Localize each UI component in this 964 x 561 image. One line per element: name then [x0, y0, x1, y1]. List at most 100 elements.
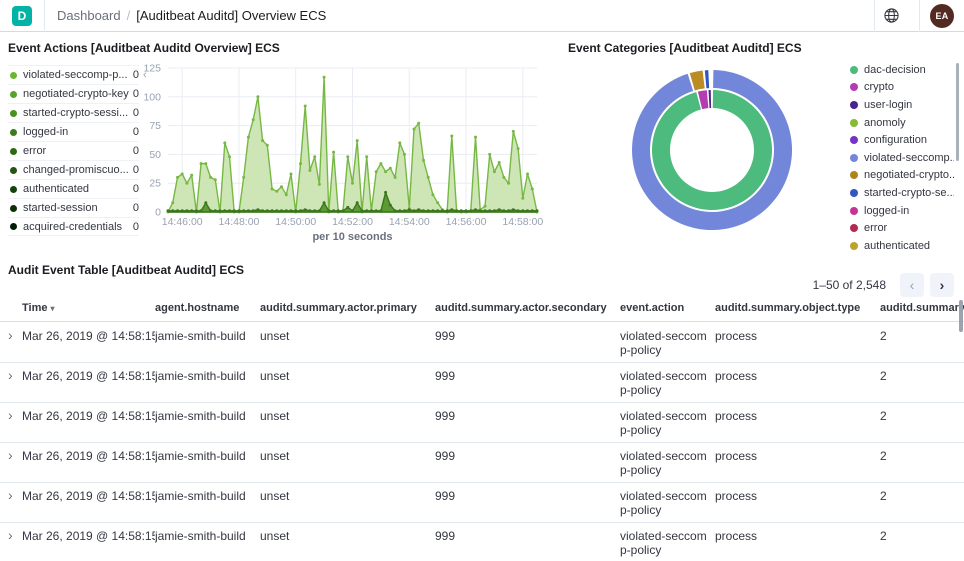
data-point — [374, 170, 378, 174]
row-expand-icon[interactable]: › — [0, 363, 13, 382]
header-right: EA — [862, 0, 964, 32]
column-header-actor_primary[interactable]: auditd.summary.actor.primary — [260, 302, 417, 314]
data-point — [478, 209, 482, 213]
legend-item[interactable]: changed-promiscuo... 0 — [8, 160, 139, 179]
legend-item[interactable]: authenticated — [850, 237, 954, 255]
cell-object_type: process — [715, 329, 758, 343]
data-point — [355, 201, 359, 205]
column-header-agent_hostname[interactable]: agent.hostname — [155, 302, 240, 314]
donut-slice-crypto[interactable] — [697, 90, 709, 110]
event-categories-donut-chart[interactable] — [560, 33, 850, 255]
sort-desc-icon: ▾ — [50, 304, 55, 313]
cell-actor_secondary: 999 — [435, 489, 456, 503]
data-point — [393, 209, 397, 213]
data-point — [464, 209, 468, 213]
data-point — [303, 208, 307, 212]
data-point — [445, 209, 449, 213]
data-point — [346, 155, 350, 159]
column-header-actor_secondary[interactable]: auditd.summary.actor.secondary — [435, 302, 607, 314]
cell-summary: 2 — [880, 329, 887, 343]
data-point — [530, 209, 534, 213]
user-avatar[interactable]: EA — [930, 3, 954, 28]
cell-time: Mar 26, 2019 @ 14:58:15.245 — [22, 449, 155, 463]
table-header-row: Time ▾ agent.hostname auditd.summary.actor.… — [0, 302, 964, 322]
donut-slice-negotiated-crypto-key[interactable] — [689, 70, 705, 91]
breadcrumb: Dashboard / [Auditbeat Auditd] Overview … — [57, 8, 326, 23]
column-header-event_action[interactable]: event.action — [620, 302, 685, 314]
legend-item[interactable]: negotiated-crypto-key 0 — [8, 84, 139, 103]
event-actions-title: Event Actions [Auditbeat Auditd Overview… — [8, 41, 280, 55]
legend-item-label: authenticated — [23, 183, 90, 195]
cell-event_action: violated-seccomp-policy — [620, 369, 707, 397]
data-point — [223, 141, 227, 145]
column-header-time[interactable]: Time ▾ — [22, 302, 55, 314]
data-point — [213, 178, 217, 182]
breadcrumb-dashboard[interactable]: Dashboard — [57, 8, 121, 23]
legend-item[interactable]: authenticated 0 — [8, 179, 139, 198]
donut-slice-user-login[interactable] — [708, 90, 712, 109]
y-axis-tick-label: 0 — [155, 207, 161, 219]
donut-slice-started-crypto-session[interactable] — [704, 70, 710, 89]
legend-item[interactable]: user-login — [850, 96, 954, 114]
column-header-object_type[interactable]: auditd.summary.object.type — [715, 302, 861, 314]
data-point — [284, 209, 288, 213]
legend-item[interactable]: negotiated-crypto... — [850, 167, 954, 185]
legend-item[interactable]: logged-in — [850, 202, 954, 220]
donut-slice-dac-decision[interactable] — [652, 90, 773, 211]
data-point — [388, 166, 392, 170]
data-point — [171, 201, 175, 205]
legend-item-value: 0 — [132, 88, 139, 100]
legend-item[interactable]: started-crypto-sessi... 0 — [8, 103, 139, 122]
top-header: D Dashboard / [Auditbeat Auditd] Overvie… — [0, 0, 964, 32]
legend-item[interactable]: acquired-credentials 0 — [8, 217, 139, 236]
data-point — [355, 139, 359, 143]
data-point — [322, 75, 326, 79]
globe-icon[interactable] — [875, 0, 907, 32]
pagination-next-icon[interactable]: › — [930, 273, 954, 297]
legend-scrollbar[interactable] — [956, 63, 959, 161]
data-point — [398, 209, 402, 213]
row-expand-icon[interactable]: › — [0, 483, 13, 502]
cell-actor_primary: unset — [260, 329, 290, 343]
legend-item[interactable]: violated-seccomp... — [850, 149, 954, 167]
legend-item-label: error — [23, 145, 47, 157]
data-point — [261, 209, 265, 213]
data-point — [256, 95, 260, 99]
data-point — [455, 209, 459, 213]
legend-item[interactable]: anomoly — [850, 114, 954, 132]
legend-item[interactable]: violated-seccomp-p... 0 — [8, 65, 139, 84]
row-expand-icon[interactable]: › — [0, 523, 13, 542]
row-expand-icon[interactable]: › — [0, 443, 13, 462]
cell-time: Mar 26, 2019 @ 14:58:15.245 — [22, 329, 155, 343]
expand-cell: › — [0, 523, 22, 561]
pagination-prev-icon[interactable]: ‹ — [900, 273, 924, 297]
page-scrollbar-thumb[interactable] — [959, 300, 963, 332]
legend-item[interactable]: logged-in 0 — [8, 122, 139, 141]
legend-item[interactable]: error — [850, 219, 954, 237]
legend-collapse-icon[interactable]: ‹ — [143, 69, 147, 81]
data-point — [426, 175, 430, 179]
legend-item[interactable]: error 0 — [8, 141, 139, 160]
legend-item[interactable]: dac-decision — [850, 61, 954, 79]
y-axis-tick-label: 25 — [149, 178, 161, 190]
legend-item-label: error — [864, 222, 888, 235]
column-header-summary[interactable]: auditd.summary — [880, 302, 964, 314]
row-expand-icon[interactable]: › — [0, 323, 13, 342]
row-expand-icon[interactable]: › — [0, 403, 13, 422]
cell-object_type: process — [715, 409, 758, 423]
data-point — [209, 209, 213, 213]
table-row: › Mar 26, 2019 @ 14:58:15.245jamie-smith-… — [0, 523, 964, 561]
legend-item[interactable]: crypto — [850, 79, 954, 97]
data-point — [365, 155, 369, 159]
deployment-logo[interactable]: D — [12, 5, 32, 26]
legend-item-value: 0 — [132, 202, 139, 214]
data-point — [474, 208, 477, 212]
data-point — [412, 209, 416, 213]
legend-item[interactable]: started-session 0 — [8, 198, 139, 217]
legend-item[interactable]: configuration — [850, 131, 954, 149]
data-point — [422, 158, 425, 162]
cell-agent_hostname: jamie-smith-build — [155, 529, 246, 543]
cell-actor_primary: unset — [260, 529, 290, 543]
cell-object_type: process — [715, 529, 758, 543]
legend-item[interactable]: started-crypto-se... — [850, 184, 954, 202]
